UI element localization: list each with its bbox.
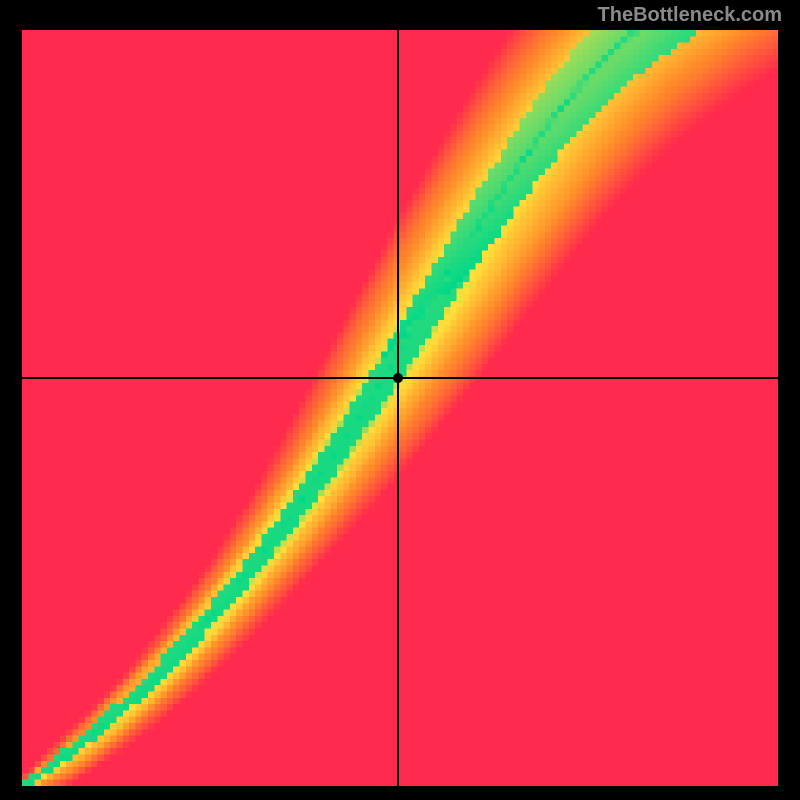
- crosshair-vertical: [397, 30, 399, 786]
- plot-frame: [22, 30, 778, 786]
- heatmap-canvas: [22, 30, 778, 786]
- crosshair-marker: [393, 373, 403, 383]
- watermark-text: TheBottleneck.com: [598, 4, 782, 27]
